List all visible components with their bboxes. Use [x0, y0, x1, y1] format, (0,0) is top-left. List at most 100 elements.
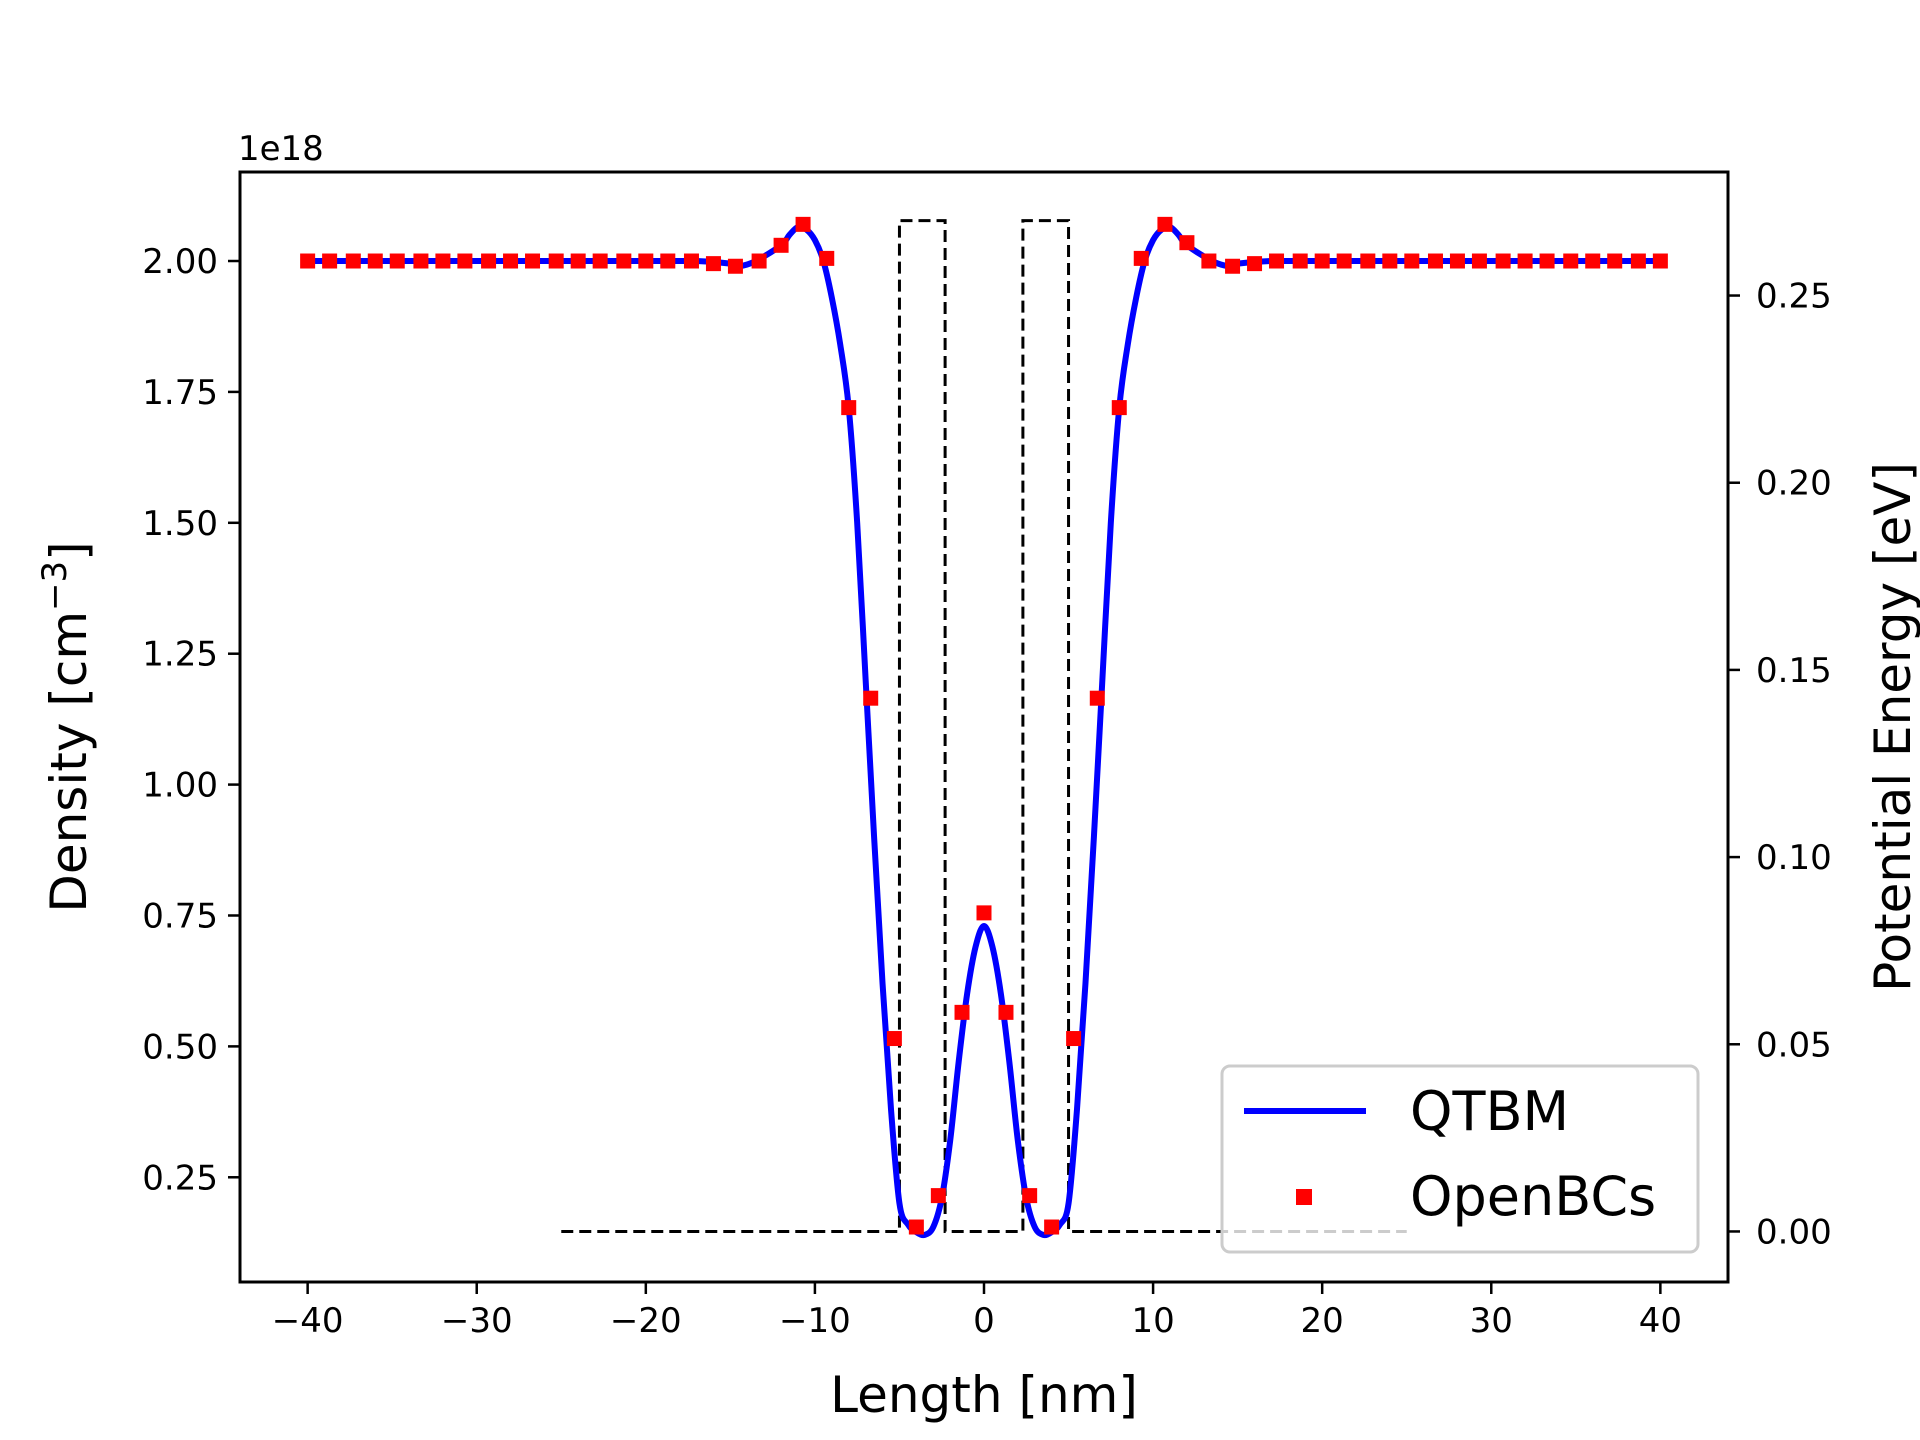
- openbcs-point: [1044, 1219, 1060, 1235]
- openbcs-point: [548, 253, 564, 269]
- openbcs-point: [727, 258, 743, 274]
- openbcs-point: [367, 253, 383, 269]
- right-y-tick-label: 0.00: [1756, 1212, 1832, 1252]
- openbcs-point: [1133, 250, 1149, 266]
- openbcs-point: [389, 253, 405, 269]
- openbcs-point: [1089, 690, 1105, 706]
- openbcs-point: [1269, 253, 1285, 269]
- openbcs-point: [751, 253, 767, 269]
- openbcs-point: [322, 253, 338, 269]
- left-y-tick-label: 0.75: [142, 896, 218, 936]
- openbcs-point: [1336, 253, 1352, 269]
- legend-openbcs-marker: [1296, 1189, 1312, 1205]
- openbcs-point: [1517, 253, 1533, 269]
- openbcs-point: [1495, 253, 1511, 269]
- openbcs-point: [660, 253, 676, 269]
- openbcs-point: [1066, 1031, 1082, 1047]
- right-y-tick-label: 0.05: [1756, 1025, 1832, 1065]
- openbcs-point: [773, 237, 789, 253]
- x-tick-label: −10: [779, 1301, 851, 1341]
- x-tick-label: −20: [610, 1301, 682, 1341]
- openbcs-point: [1225, 258, 1241, 274]
- left-y-axis-label-text: Density [cm: [40, 611, 98, 913]
- right-y-axis-label: Potential Energy [eV]: [1864, 462, 1920, 992]
- right-y-tick-label: 0.15: [1756, 651, 1832, 691]
- ticks-layer: −40 −30 −20 −10 0 10 20 30 40 0.25 0.50 0.75 1.00 1.2…: [142, 242, 1831, 1341]
- openbcs-point: [413, 253, 429, 269]
- openbcs-point: [457, 253, 473, 269]
- left-y-tick-label: 2.00: [142, 242, 218, 282]
- openbcs-series-layer: [300, 216, 1668, 1235]
- openbcs-point: [1630, 253, 1646, 269]
- left-y-axis-label: Density [cm−3]: [35, 541, 98, 912]
- openbcs-point: [1652, 253, 1668, 269]
- legend: QTBM OpenBCs: [1220, 1064, 1700, 1254]
- openbcs-point: [1157, 216, 1173, 232]
- openbcs-point: [841, 400, 857, 416]
- openbcs-point: [435, 253, 451, 269]
- left-y-tick-label: 0.50: [142, 1027, 218, 1067]
- openbcs-point: [1247, 256, 1263, 272]
- openbcs-point: [1179, 235, 1195, 251]
- openbcs-point: [1314, 253, 1330, 269]
- qtbm-series-layer: [307, 223, 1661, 1239]
- openbcs-point: [503, 253, 519, 269]
- left-y-tick-label: 1.50: [142, 504, 218, 544]
- openbcs-point: [886, 1031, 902, 1047]
- openbcs-point: [683, 253, 699, 269]
- right-y-tick-label: 0.25: [1756, 277, 1832, 317]
- left-y-tick-label: 1.25: [142, 635, 218, 675]
- legend-openbcs-label: OpenBCs: [1410, 1165, 1656, 1228]
- left-y-tick-label: 0.25: [142, 1158, 218, 1198]
- openbcs-point: [1539, 253, 1555, 269]
- x-tick-label: 40: [1639, 1301, 1682, 1341]
- openbcs-point: [1360, 253, 1376, 269]
- openbcs-point: [930, 1188, 946, 1204]
- openbcs-point: [592, 253, 608, 269]
- openbcs-point: [1022, 1188, 1038, 1204]
- openbcs-point: [1471, 253, 1487, 269]
- openbcs-point: [976, 905, 992, 921]
- left-y-tick-label: 1.75: [142, 373, 218, 413]
- openbcs-point: [1201, 253, 1217, 269]
- openbcs-point: [795, 216, 811, 232]
- openbcs-point: [705, 256, 721, 272]
- openbcs-point: [638, 253, 654, 269]
- openbcs-point: [616, 253, 632, 269]
- x-axis-label: Length [nm]: [830, 1366, 1138, 1424]
- openbcs-point: [1563, 253, 1579, 269]
- openbcs-point: [570, 253, 586, 269]
- right-y-tick-label: 0.10: [1756, 838, 1832, 878]
- openbcs-point: [1111, 400, 1127, 416]
- left-y-axis-label-close: ]: [40, 541, 98, 561]
- openbcs-point: [1404, 253, 1420, 269]
- openbcs-point: [300, 253, 316, 269]
- openbcs-point: [1292, 253, 1308, 269]
- right-y-tick-label: 0.20: [1756, 464, 1832, 504]
- x-tick-label: 0: [973, 1301, 995, 1341]
- openbcs-point: [1449, 253, 1465, 269]
- openbcs-point: [863, 690, 879, 706]
- left-axis-offset-label: 1e18: [238, 129, 324, 169]
- legend-qtbm-label: QTBM: [1410, 1080, 1569, 1143]
- openbcs-point: [481, 253, 497, 269]
- openbcs-point: [1427, 253, 1443, 269]
- openbcs-point: [1382, 253, 1398, 269]
- qtbm-line: [307, 223, 1661, 1239]
- x-tick-label: −30: [441, 1301, 513, 1341]
- openbcs-point: [998, 1004, 1014, 1020]
- openbcs-point: [954, 1004, 970, 1020]
- x-tick-label: 10: [1131, 1301, 1174, 1341]
- left-y-tick-label: 1.00: [142, 766, 218, 806]
- openbcs-point: [345, 253, 361, 269]
- left-y-axis-label-superscript: −3: [35, 561, 75, 611]
- openbcs-point: [525, 253, 541, 269]
- openbcs-point: [1585, 253, 1601, 269]
- x-tick-label: 20: [1301, 1301, 1344, 1341]
- openbcs-point: [1607, 253, 1623, 269]
- openbcs-point: [908, 1219, 924, 1235]
- x-tick-label: 30: [1470, 1301, 1513, 1341]
- x-tick-label: −40: [272, 1301, 344, 1341]
- openbcs-point: [819, 250, 835, 266]
